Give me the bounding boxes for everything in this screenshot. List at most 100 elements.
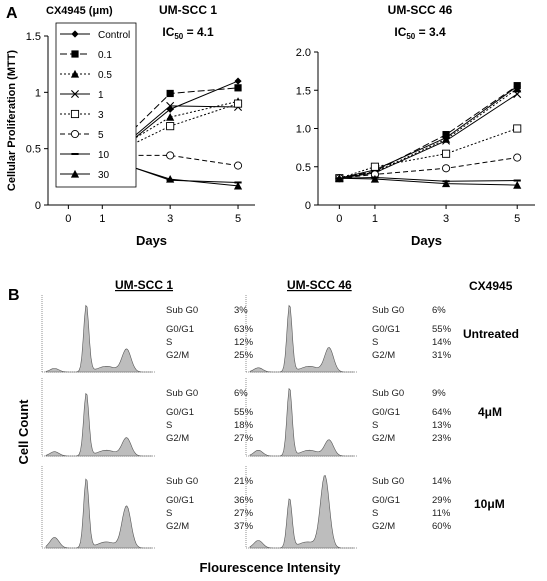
y-tick-label: 2.0 (296, 47, 311, 59)
panel-a-label: A (6, 5, 18, 22)
histogram-trace (249, 387, 354, 457)
y-tick-label: 1 (35, 87, 41, 99)
series-line (339, 86, 518, 179)
data-point (442, 164, 451, 173)
phase-label: G0/G1 (166, 324, 194, 335)
x-tick-label: 3 (443, 213, 449, 225)
phase-label: S (372, 337, 378, 348)
phase-value: 29% (432, 495, 452, 506)
series-line (339, 85, 518, 179)
phase-value: 21% (234, 476, 254, 487)
histogram-1-0: Sub G0 6% G0/G1 55% S 18% G2/M 27% (41, 378, 254, 457)
legend-marker (71, 30, 79, 38)
data-point (233, 161, 243, 170)
histogram-trace (249, 475, 354, 549)
phase-label: Sub G0 (372, 476, 404, 487)
phase-value: 13% (432, 420, 452, 431)
legend: Control 0.1 0.5 1 3 5 10 30 (55, 22, 137, 188)
facs-xlabel: Flourescence Intensity (200, 560, 342, 575)
phase-value: 27% (234, 433, 254, 444)
chart-subtitle: IC50 = 3.4 (394, 25, 446, 41)
phase-label: G2/M (166, 433, 189, 444)
series-line (68, 103, 239, 160)
legend-entry: 30 (60, 169, 110, 181)
legend-marker (71, 153, 79, 155)
x-tick-label: 1 (372, 213, 378, 225)
phase-label: G2/M (372, 350, 395, 361)
y-tick-label: 0.5 (296, 162, 311, 174)
x-tick-label: 1 (99, 213, 105, 225)
phase-label: S (372, 420, 378, 431)
row-label-4um: 4μM (478, 405, 502, 419)
series-line (339, 176, 518, 182)
data-point (513, 153, 522, 162)
data-point (513, 124, 522, 133)
data-point (233, 181, 243, 190)
series-0-5 (335, 84, 522, 182)
y-tick-label: 0.5 (26, 144, 41, 156)
phase-value: 12% (234, 337, 254, 348)
phase-label: Sub G0 (166, 388, 198, 399)
series-10 (335, 176, 521, 183)
phase-value: 55% (234, 407, 254, 418)
phase-value: 6% (432, 305, 446, 316)
x-tick-label: 5 (514, 213, 520, 225)
legend-label: 0.1 (98, 50, 112, 61)
chart-title: UM-SCC 1 (159, 3, 217, 17)
histogram-2-0: Sub G0 21% G0/G1 36% S 27% G2/M 37% (41, 466, 254, 549)
histogram-trace (249, 304, 354, 373)
data-point (166, 174, 175, 183)
x-axis-label: Days (136, 233, 167, 248)
phase-value: 3% (234, 305, 248, 316)
series-line (339, 177, 518, 186)
chart-title: UM-SCC 46 (388, 3, 453, 17)
data-point (335, 174, 344, 182)
data-point (442, 136, 451, 145)
series-line (339, 93, 518, 179)
phase-label: G0/G1 (166, 407, 194, 418)
series-Control (335, 82, 521, 182)
legend-entry: 10 (60, 150, 110, 161)
histogram-1-1: Sub G0 9% G0/G1 64% S 13% G2/M 23% (245, 378, 452, 457)
col-title-1: UM-SCC 1 (115, 278, 173, 292)
histogram-0-1: Sub G0 6% G0/G1 55% S 14% G2/M 31% (245, 295, 452, 373)
data-point (441, 179, 451, 188)
legend-label: 10 (98, 150, 110, 161)
phase-label: S (166, 508, 172, 519)
legend-entry: 0.5 (60, 69, 112, 81)
chart-subtitle: IC50 = 4.1 (162, 25, 214, 41)
phase-value: 55% (432, 324, 452, 335)
phase-value: 6% (234, 388, 248, 399)
legend-title: CX4945 (μm) (46, 5, 113, 17)
data-point (166, 151, 175, 160)
phase-label: G0/G1 (372, 495, 400, 506)
phase-value: 18% (234, 420, 254, 431)
phase-value: 25% (234, 350, 254, 361)
histogram-trace (45, 392, 152, 457)
data-point (513, 181, 522, 189)
legend-marker (70, 109, 80, 119)
phase-value: 63% (234, 324, 254, 335)
legend-box (55, 22, 137, 188)
data-point (370, 162, 379, 171)
legend-entry: 5 (60, 129, 104, 141)
legend-label: Control (98, 30, 130, 41)
data-point (166, 122, 175, 131)
phase-label: G0/G1 (372, 324, 400, 335)
chart-um-scc-46: 0 0.5 1.0 1.5 2.0 0 1 3 5 UM-SCC 46 IC50 = 3.4 Days (296, 3, 535, 248)
phase-label: G2/M (166, 521, 189, 532)
phase-label: Sub G0 (372, 388, 404, 399)
phase-label: G2/M (372, 521, 395, 532)
series-line (339, 88, 518, 179)
phase-label: Sub G0 (372, 305, 404, 316)
data-point (166, 113, 175, 121)
phase-value: 14% (432, 337, 452, 348)
x-tick-label: 3 (167, 213, 173, 225)
y-tick-label: 1.5 (26, 31, 41, 43)
phase-value: 11% (432, 508, 451, 519)
phase-label: G2/M (166, 350, 189, 361)
drug-label: CX4945 (469, 279, 513, 293)
facs-grid: Sub G0 3% G0/G1 63% S 12% G2/M 25% Sub G0 6% G0/G1… (41, 295, 452, 549)
y-tick-label: 1.5 (296, 85, 311, 97)
